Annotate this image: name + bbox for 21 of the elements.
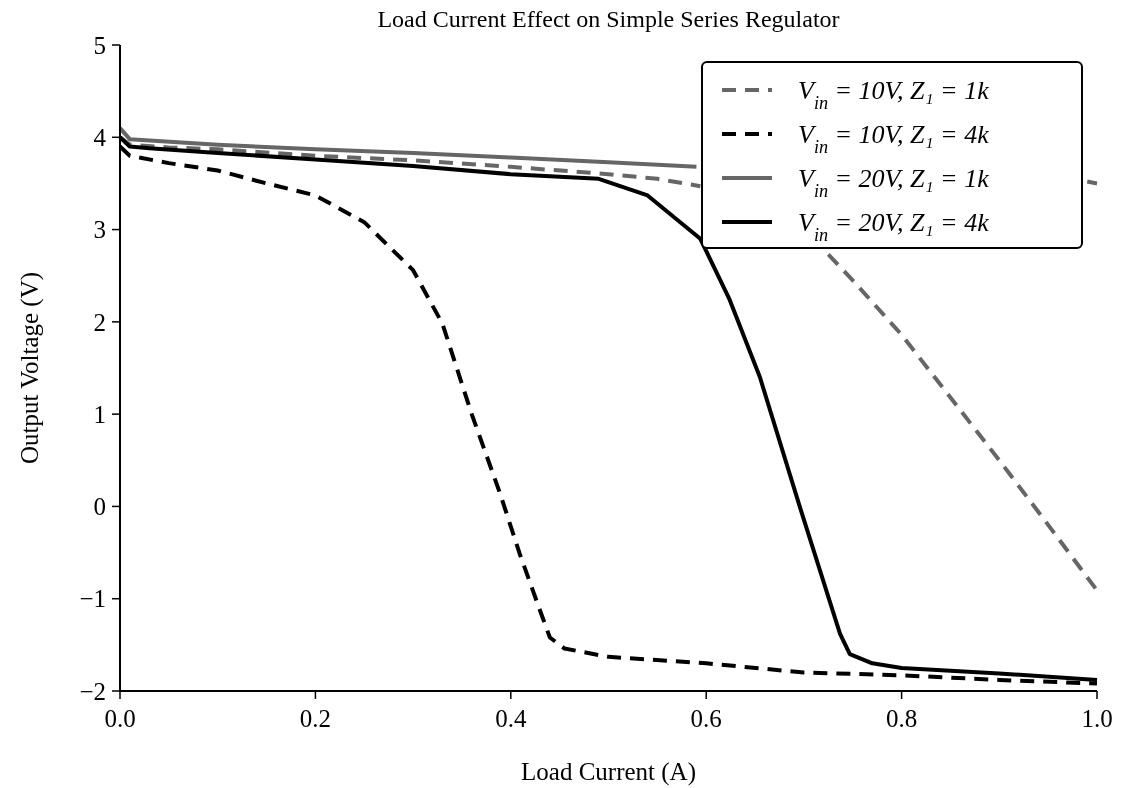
y-tick-label: 0 [93,493,106,521]
x-tick-label: 0.2 [299,705,332,732]
legend-label: V$_{in}$ = 20V, Z₁ = 4k [798,208,990,246]
y-tick-label: 1 [93,400,106,428]
x-tick-label: 1.0 [1081,705,1113,732]
legend-label: V$_{in}$ = 10V, Z₁ = 1k [798,76,990,114]
x-tick-label: 0.4 [495,705,527,732]
y-axis-title: Output Voltage (V) [16,271,44,465]
y-tick-label: 3 [93,216,106,244]
y-tick-label: 5 [93,31,106,59]
x-tick-label: 0.6 [690,705,722,732]
y-tick-label: −1 [79,585,106,613]
x-tick-label: 0.8 [885,705,918,732]
y-tick-label: 4 [93,124,107,152]
y-tick-label: 2 [93,308,106,336]
legend-label: V$_{in}$ = 10V, Z₁ = 4k [798,120,990,158]
y-tick-label: −2 [79,677,106,705]
chart-title: Load Current Effect on Simple Series Regulator [377,6,840,32]
legend-label: V$_{in}$ = 20V, Z₁ = 1k [798,164,990,202]
x-axis-title: Load Current (A) [521,758,696,786]
x-tick-label: 0.0 [104,705,136,732]
